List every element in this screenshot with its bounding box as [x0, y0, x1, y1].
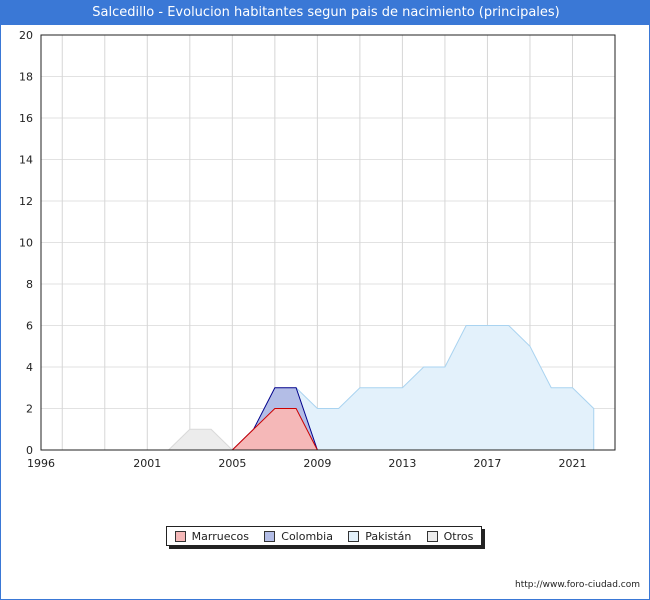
- series-areas: [167, 325, 595, 451]
- legend-label-colombia: Colombia: [281, 529, 333, 543]
- chart-title: Salcedillo - Evolucion habitantes segun …: [1, 1, 650, 25]
- legend-item-otros: Otros: [426, 529, 474, 543]
- y-tick-label: 10: [19, 237, 33, 250]
- legend-item-colombia: Colombia: [264, 530, 333, 543]
- x-tick-label: 2005: [218, 457, 246, 470]
- x-axis-ticks: 1996 2001 2005 2009 2013 2017 2021: [27, 457, 586, 470]
- area-otros: [167, 428, 234, 451]
- y-tick-label: 16: [19, 112, 33, 125]
- y-tick-label: 14: [19, 154, 33, 167]
- plot-border: [40, 34, 616, 451]
- legend-label-pakistan: Pakistán: [365, 529, 412, 543]
- y-tick-label: 8: [26, 278, 33, 291]
- x-tick-label: 2021: [558, 457, 586, 470]
- footer-url[interactable]: http://www.foro-ciudad.com: [515, 580, 640, 590]
- y-tick-label: 18: [19, 71, 33, 84]
- y-tick-label: 4: [26, 361, 33, 374]
- x-tick-label: 1996: [27, 457, 55, 470]
- legend-label-otros: Otros: [443, 529, 474, 543]
- y-tick-label: 20: [19, 29, 33, 42]
- legend-item-marruecos: Marruecos: [174, 529, 249, 543]
- legend-swatch-otros: [426, 530, 438, 542]
- x-tick-label: 2009: [303, 457, 331, 470]
- legend: Marruecos Colombia Pakistán Otros: [166, 526, 482, 546]
- legend-swatch-colombia: [264, 530, 276, 542]
- x-tick-label: 2017: [473, 457, 501, 470]
- y-axis-ticks: 0 2 4 6 8 10 12 14 16 18 20: [19, 29, 33, 457]
- y-tick-label: 6: [26, 320, 33, 333]
- grid-lines: [41, 34, 615, 451]
- y-tick-label: 0: [26, 444, 33, 457]
- area-pakistn: [295, 325, 595, 451]
- x-tick-label: 2013: [388, 457, 416, 470]
- y-tick-label: 12: [19, 195, 33, 208]
- legend-swatch-marruecos: [174, 530, 186, 542]
- legend-swatch-pakistan: [348, 530, 360, 542]
- legend-label-marruecos: Marruecos: [191, 529, 249, 543]
- x-tick-label: 2001: [133, 457, 161, 470]
- legend-item-pakistan: Pakistán: [348, 530, 411, 543]
- y-tick-label: 2: [26, 403, 33, 416]
